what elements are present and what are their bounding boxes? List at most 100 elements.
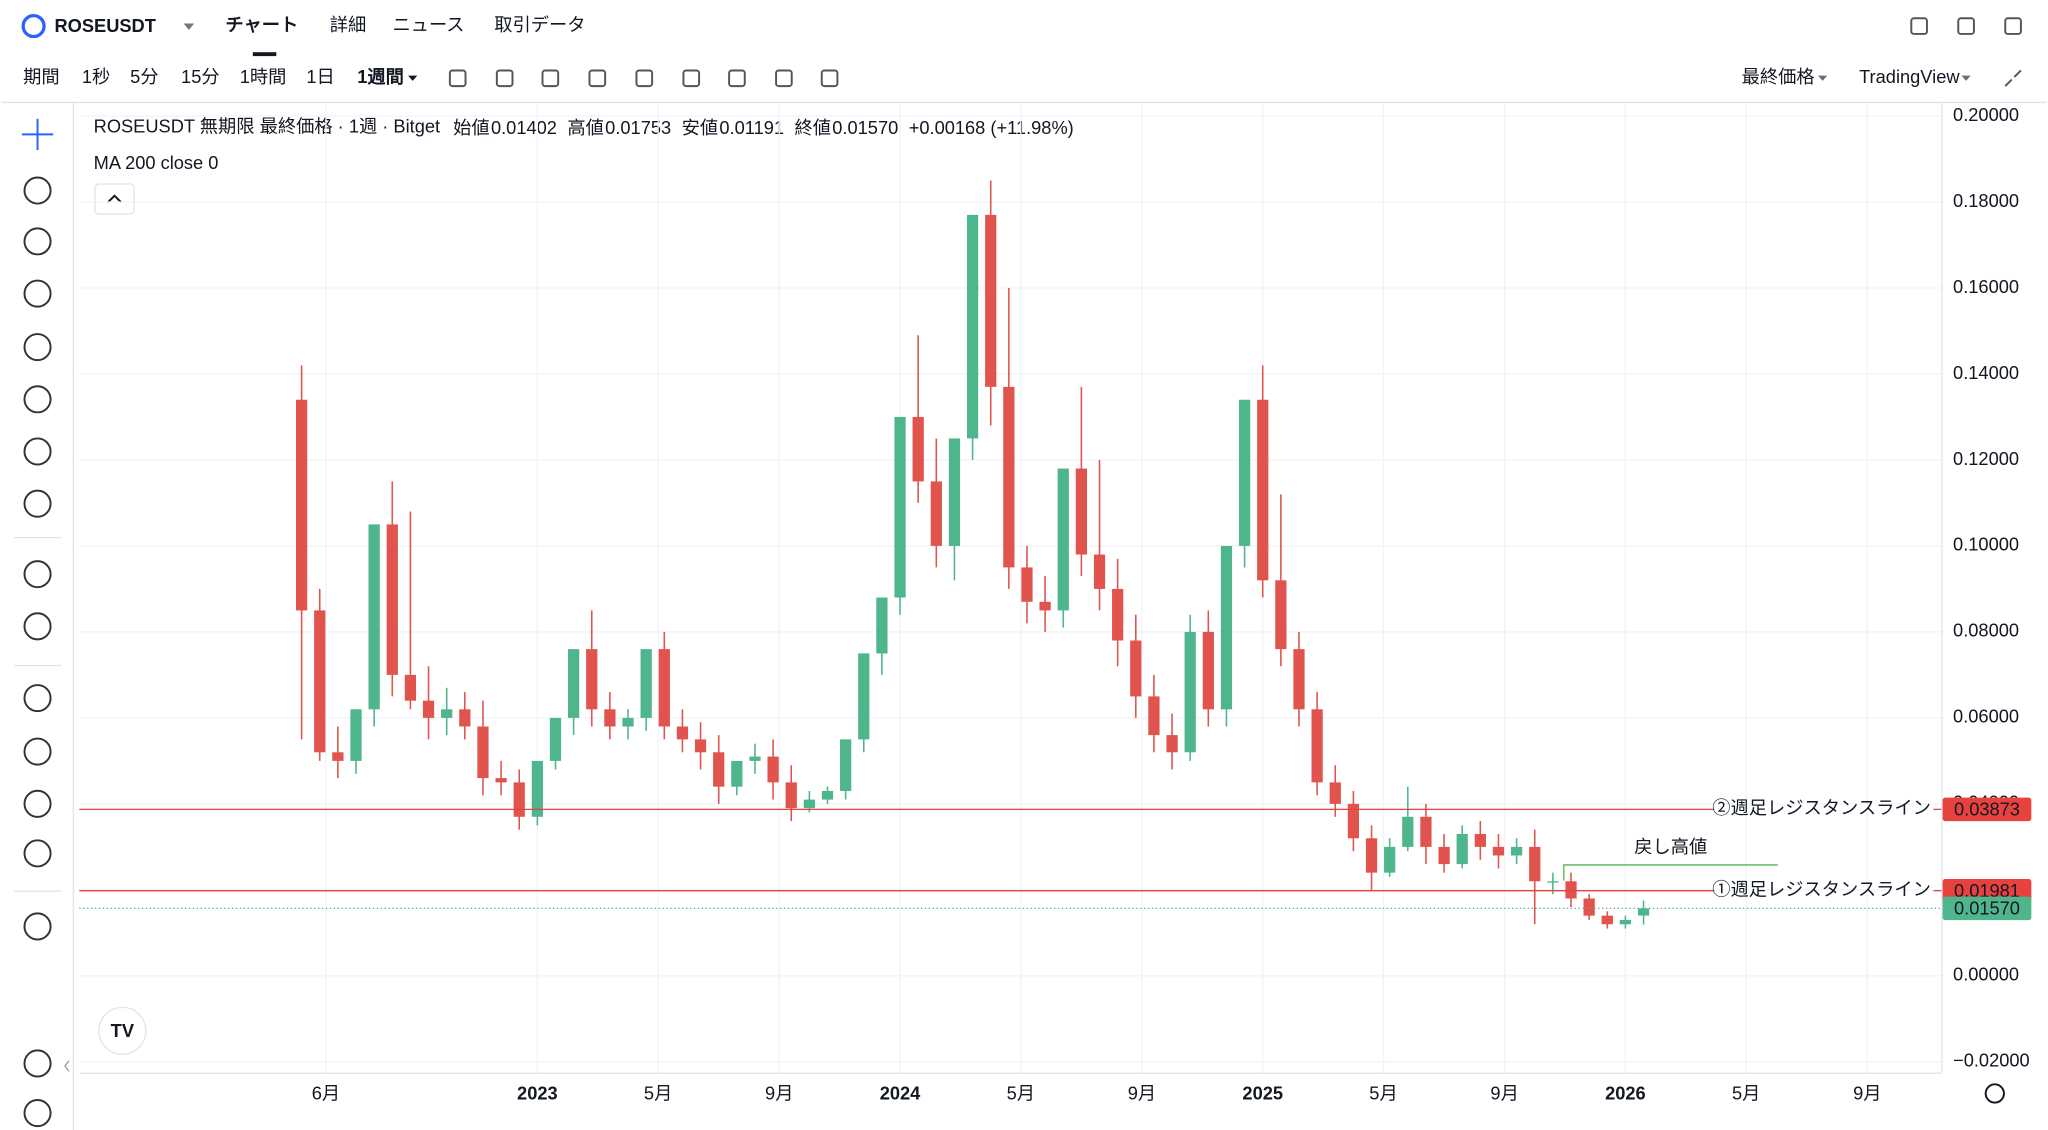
interval[interactable]: 1時間: [240, 66, 287, 87]
toolbar-icon[interactable]: [775, 69, 793, 88]
candle-body: [894, 416, 906, 598]
candle-body: [1565, 881, 1577, 899]
y-tick-label: 0.10000: [1953, 534, 2019, 555]
candle-body: [1039, 601, 1051, 611]
candle-body: [713, 752, 725, 787]
x-tick-label: 2023: [517, 1083, 558, 1104]
price-tag: [1942, 797, 2032, 822]
candle-body: [1438, 846, 1450, 865]
y-tick-label: 0.14000: [1953, 362, 2019, 383]
toolbar-icon[interactable]: [541, 69, 560, 88]
top-icon[interactable]: [1957, 17, 1975, 35]
tool-icon[interactable]: [23, 333, 52, 362]
candle-body: [386, 524, 398, 675]
x-tick-label: 5月: [1369, 1083, 1397, 1104]
legend-label: 高値: [567, 117, 604, 138]
tool-icon[interactable]: [23, 560, 52, 589]
x-tick-label: 5月: [1732, 1083, 1760, 1104]
tool-icon[interactable]: [23, 737, 52, 766]
candle-body: [1166, 735, 1178, 753]
price-type[interactable]: 最終価格: [1742, 66, 1815, 87]
candle-body: [1601, 915, 1613, 925]
toolbar-icon[interactable]: [682, 69, 701, 88]
interval[interactable]: 15分: [181, 66, 220, 87]
candle-body: [1003, 386, 1015, 568]
y-tick-label: 0.06000: [1953, 706, 2019, 727]
tab[interactable]: チャート: [225, 14, 298, 35]
candle-body: [549, 717, 562, 761]
candle-body: [332, 752, 344, 761]
y-tick-label: 0.16000: [1953, 276, 2019, 297]
interval[interactable]: 期間: [23, 66, 60, 87]
tool-icon[interactable]: [23, 1099, 52, 1128]
candle-body: [477, 726, 489, 779]
tab[interactable]: ニュース: [392, 14, 464, 35]
candle-body: [1257, 399, 1269, 581]
interval[interactable]: 1日: [306, 66, 334, 87]
symbol[interactable]: ROSEUSDT: [54, 15, 155, 36]
x-tick-label: 9月: [765, 1083, 793, 1104]
toolbar-icon[interactable]: [635, 69, 654, 88]
brand[interactable]: TradingView: [1859, 66, 1960, 87]
tool-icon[interactable]: [23, 612, 52, 641]
top-icon[interactable]: [1910, 17, 1928, 35]
candle-body: [1021, 567, 1033, 602]
tool-icon[interactable]: [23, 227, 52, 256]
tool-icon[interactable]: [23, 912, 52, 941]
symbol-caret[interactable]: [183, 23, 195, 31]
tool-icon[interactable]: [23, 385, 52, 414]
legend-value: 0.01191: [719, 117, 784, 138]
settings-icon[interactable]: [1984, 1083, 2005, 1104]
candle-body: [821, 790, 834, 800]
tool-icon[interactable]: [23, 1049, 52, 1078]
candle-body: [513, 782, 525, 817]
x-tick-label: 9月: [1128, 1083, 1156, 1104]
legend-value: 0.01753: [605, 117, 671, 138]
candle-body: [1238, 399, 1251, 546]
legend-label: 始値: [453, 117, 490, 138]
candle-body: [1329, 782, 1341, 804]
interval[interactable]: 1秒: [82, 66, 110, 87]
legend-title: ROSEUSDT 無期限 最終価格 · 1週 · Bitget: [94, 116, 440, 137]
tool-icon[interactable]: [23, 279, 52, 308]
interval[interactable]: 1週間: [357, 66, 404, 87]
resistance-label: ②週足レジスタンスライン: [1712, 797, 1931, 818]
toolbar-icon[interactable]: [728, 69, 746, 88]
symbol-logo: [21, 14, 46, 39]
interval[interactable]: 5分: [130, 66, 158, 87]
tool-icon[interactable]: [23, 839, 52, 868]
tab[interactable]: 詳細: [330, 14, 367, 35]
candle-body: [404, 674, 417, 701]
y-tick-label: 0.18000: [1953, 190, 2019, 211]
x-tick-label: 9月: [1853, 1083, 1881, 1104]
toolbar-icon[interactable]: [448, 69, 467, 88]
y-tick-label: −0.02000: [1953, 1050, 2030, 1071]
legend-label: 安値: [682, 117, 719, 138]
scroll-arrow[interactable]: [64, 1060, 70, 1072]
top-icon[interactable]: [2004, 17, 2022, 35]
toolbar-icon[interactable]: [588, 69, 607, 88]
tool-icon[interactable]: [23, 176, 52, 205]
tool-icon[interactable]: [23, 789, 52, 818]
tool-icon[interactable]: [23, 489, 52, 518]
candle-body: [1347, 803, 1360, 839]
candle-body: [1529, 846, 1541, 882]
tool-icon[interactable]: [23, 684, 52, 713]
collapse-button[interactable]: [94, 183, 135, 215]
x-tick-label: 5月: [1007, 1083, 1035, 1104]
tab[interactable]: 取引データ: [494, 14, 585, 35]
interval-caret[interactable]: [408, 75, 418, 81]
fullscreen-icon[interactable]: [2004, 69, 2022, 87]
candle-body: [1510, 846, 1523, 856]
candle-body: [930, 481, 942, 546]
candle-body: [1202, 631, 1214, 710]
tv-logo[interactable]: [98, 1006, 147, 1055]
toolbar-icon[interactable]: [820, 69, 839, 88]
toolbar-icon[interactable]: [495, 69, 514, 88]
tool-icon[interactable]: [23, 437, 52, 466]
resistance-label: ①週足レジスタンスライン: [1712, 879, 1931, 900]
candle-body: [1184, 631, 1196, 753]
tool-icon[interactable]: [21, 118, 54, 151]
